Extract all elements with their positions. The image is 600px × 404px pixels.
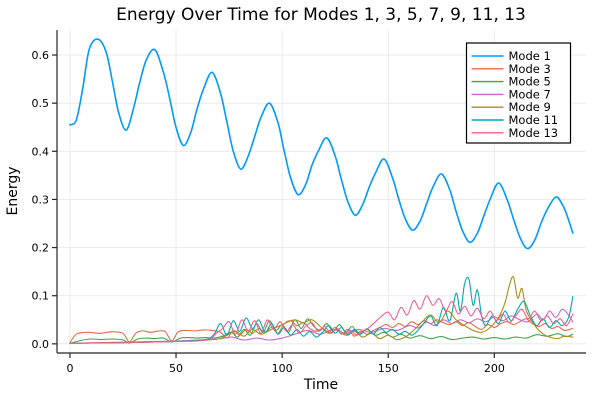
legend-label-mode-3: Mode 3 <box>509 62 551 76</box>
y-tick-label-0.6: 0.6 <box>32 49 50 62</box>
y-tick-label-0.5: 0.5 <box>32 97 50 110</box>
legend-item-mode-11: Mode 11 <box>471 113 559 127</box>
legend-label-mode-13: Mode 13 <box>509 126 559 140</box>
legend-item-mode-9: Mode 9 <box>471 100 551 114</box>
legend-label-mode-1: Mode 1 <box>509 49 551 63</box>
legend-label-mode-5: Mode 5 <box>509 75 551 89</box>
grid-layer <box>57 30 586 353</box>
series-line-mode-5 <box>69 318 574 344</box>
tick-label-layer: 0 50 100 150 200 0.0 0.1 0.2 0.3 0.4 0.5 0.6 <box>32 49 505 375</box>
x-tick-label-200: 200 <box>484 362 505 375</box>
series-layer <box>69 38 574 344</box>
y-tick-label-0.3: 0.3 <box>32 193 50 206</box>
legend-item-mode-7: Mode 7 <box>471 87 551 101</box>
axes-layer <box>52 30 586 358</box>
y-axis-label: Energy <box>5 166 21 215</box>
x-tick-label-100: 100 <box>272 362 293 375</box>
chart-title: Energy Over Time for Modes 1, 3, 5, 7, 9… <box>116 5 526 25</box>
x-tick-label-50: 50 <box>169 362 183 375</box>
y-tick-label-0.4: 0.4 <box>32 145 50 158</box>
y-tick-label-0.2: 0.2 <box>32 242 50 255</box>
x-tick-label-150: 150 <box>378 362 399 375</box>
series-line-mode-9 <box>69 275 574 344</box>
series-line-mode-11 <box>69 276 574 344</box>
legend-item-mode-3: Mode 3 <box>471 62 551 76</box>
legend-item-mode-1: Mode 1 <box>471 49 551 63</box>
series-line-mode-13 <box>69 295 574 344</box>
y-tick-label-0.1: 0.1 <box>32 290 50 303</box>
legend-item-mode-13: Mode 13 <box>471 126 559 140</box>
legend-label-mode-11: Mode 11 <box>509 113 559 127</box>
legend-item-mode-5: Mode 5 <box>471 75 551 89</box>
y-tick-label-0.0: 0.0 <box>32 338 50 351</box>
series-line-mode-1 <box>69 38 574 250</box>
legend-box <box>465 42 572 144</box>
x-tick-label-0: 0 <box>66 362 73 375</box>
legend-label-mode-9: Mode 9 <box>509 100 551 114</box>
legend-label-mode-7: Mode 7 <box>509 87 551 101</box>
x-axis-label: Time <box>303 377 338 393</box>
